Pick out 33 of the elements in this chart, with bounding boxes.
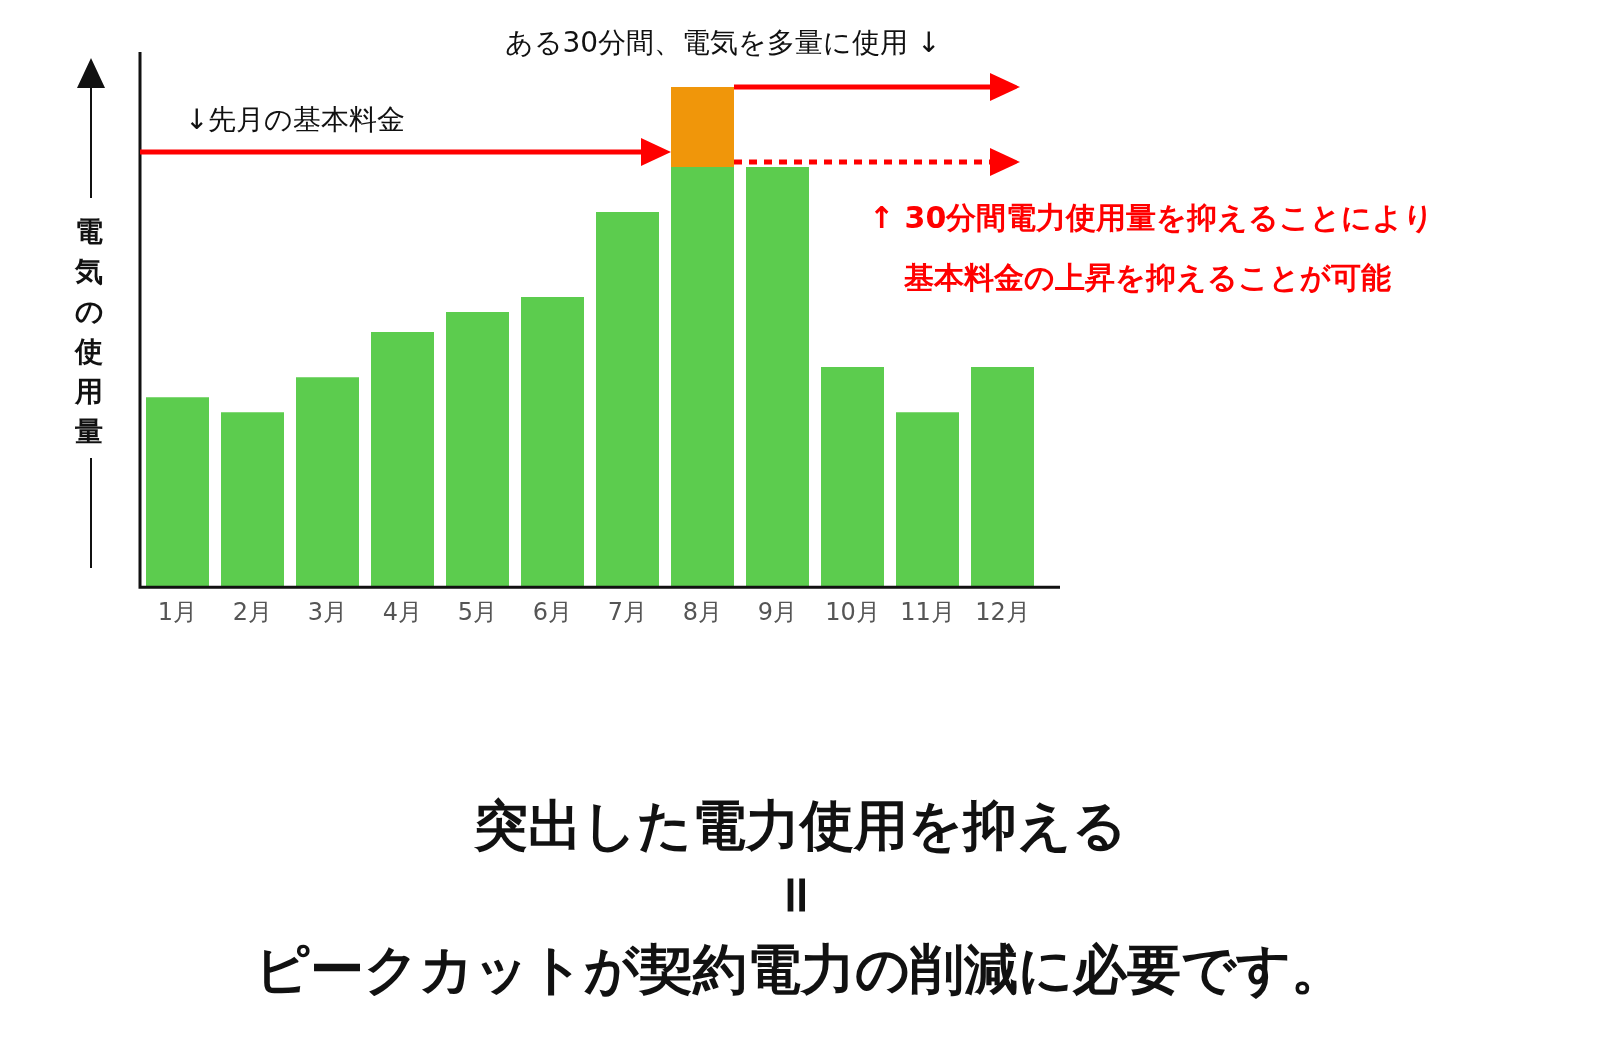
x-tick-label: 11月 [900,597,955,626]
x-tick-label: 6月 [532,597,573,626]
x-tick-label: 2月 [232,597,273,626]
x-tick-label: 12月 [975,597,1030,626]
bar [671,87,734,168]
bar [821,367,884,588]
bar [896,412,959,588]
bar [371,332,434,588]
bar [971,367,1034,588]
text: ＝ [765,865,835,925]
bar [221,412,284,588]
annotation: ↑ 30分間電力使用量を抑えることにより [869,199,1435,235]
x-tick-label: 8月 [682,597,723,626]
bar [296,377,359,588]
x-tick-label: 7月 [607,597,648,626]
x-tick-label: 4月 [382,597,423,626]
bar [446,312,509,588]
bar [146,397,209,588]
annotation: 基本料金の上昇を抑えることが可能 [903,259,1391,295]
text: 突出した電力使用を抑える [472,793,1128,859]
x-tick-label: 3月 [307,597,348,626]
y-axis-title: 電気の使用量 [73,214,105,450]
ref-line-label: ある30分間、電気を多量に使用 ↓ [504,26,941,60]
bar [596,212,659,588]
bar [521,297,584,588]
x-tick-label: 9月 [757,597,798,626]
ref-line-label: ↓先月の基本料金 [185,103,406,137]
x-tick-label: 5月 [457,597,498,626]
x-tick-label: 1月 [157,597,198,626]
text: ピークカットが契約電力の削減に必要です。 [254,937,1346,1003]
bar [746,167,809,588]
x-tick-label: 10月 [825,597,880,626]
bar [671,167,734,588]
